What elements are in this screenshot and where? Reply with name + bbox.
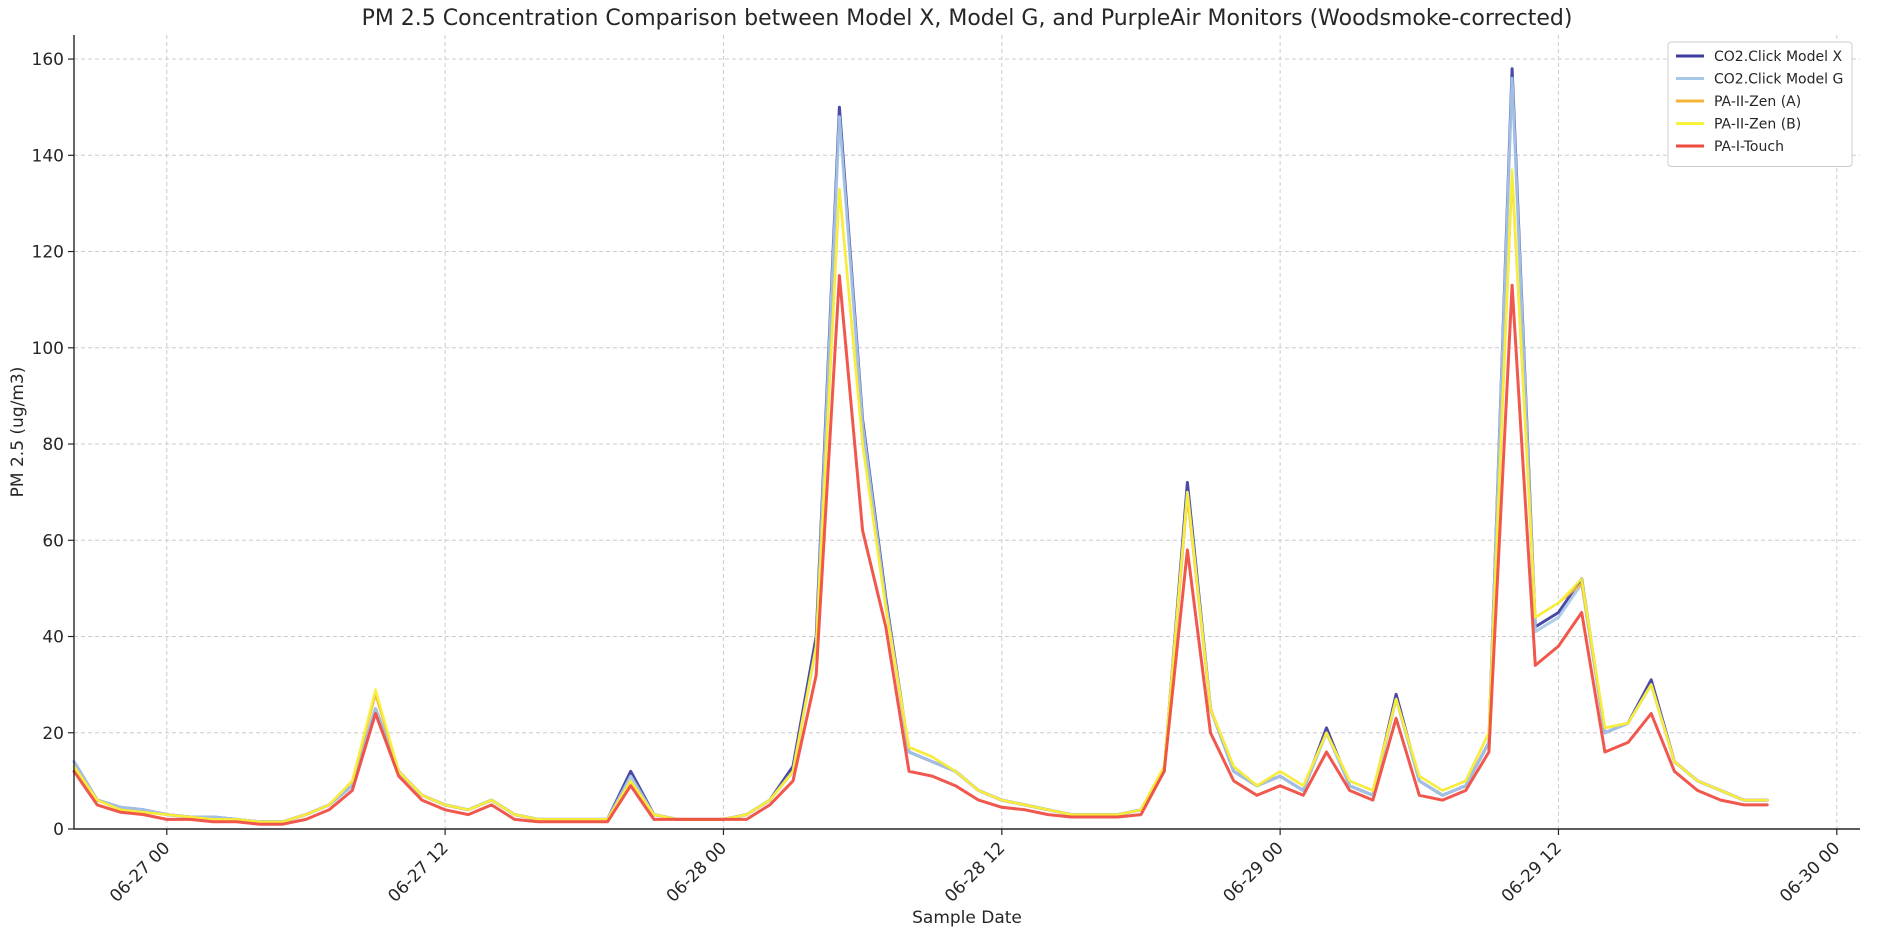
y-tick-label: 40: [42, 628, 64, 648]
legend-label: CO2.Click Model X: [1714, 49, 1842, 65]
series-line-3: [72, 168, 1769, 824]
x-tick-label: 06-30 00: [1776, 838, 1844, 906]
y-tick-label: 100: [32, 339, 64, 359]
series-line-2: [72, 173, 1769, 824]
y-axis-ticks: 0 20 40 60 80 100 120 140 160: [32, 50, 74, 840]
y-tick-label: 0: [53, 820, 64, 840]
chart-title: PM 2.5 Concentration Comparison between …: [362, 6, 1573, 31]
x-tick-label: 06-29 00: [1219, 838, 1287, 906]
y-tick-label: 140: [32, 146, 64, 166]
y-tick-label: 120: [32, 243, 64, 263]
x-tick-label: 06-27 00: [106, 838, 174, 906]
x-tick-label: 06-28 00: [663, 838, 731, 906]
y-axis-label: PM 2.5 (ug/m3): [8, 367, 28, 498]
legend-label: CO2.Click Model G: [1714, 72, 1843, 88]
y-tick-label: 160: [32, 50, 64, 70]
x-axis-label: Sample Date: [912, 908, 1022, 928]
legend: CO2.Click Model X CO2.Click Model G PA-II-…: [1667, 41, 1853, 167]
x-tick-label: 06-28 12: [941, 838, 1009, 906]
y-tick-label: 60: [42, 531, 64, 551]
x-tick-label: 06-29 12: [1498, 838, 1566, 906]
grid-lines: [74, 35, 1860, 830]
x-axis-ticks: 06-27 00 06-27 12 06-28 00 06-28 12 06-29 00…: [106, 829, 1844, 907]
series-line-4: [72, 274, 1769, 826]
legend-label: PA-II-Zen (A): [1714, 94, 1801, 110]
series-lines: [72, 67, 1769, 826]
y-tick-label: 80: [42, 435, 64, 455]
legend-frame: [1667, 41, 1853, 167]
legend-label: PA-II-Zen (B): [1714, 117, 1801, 133]
y-tick-label: 20: [42, 724, 64, 744]
x-tick-label: 06-27 12: [384, 838, 452, 906]
legend-label: PA-I-Touch: [1714, 139, 1784, 155]
